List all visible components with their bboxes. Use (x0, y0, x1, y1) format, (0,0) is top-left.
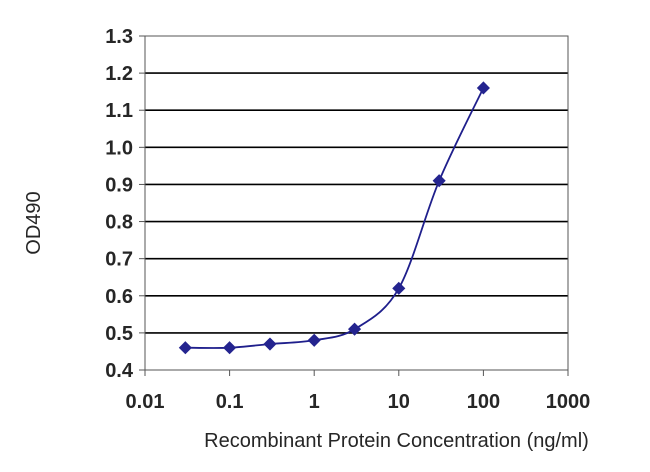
y-tick-label: 0.7 (105, 249, 133, 271)
data-point-marker (476, 81, 490, 95)
data-point-marker (223, 341, 237, 355)
y-tick-label: 0.5 (105, 323, 133, 345)
x-tick-label: 1000 (546, 391, 591, 413)
y-tick-label: 0.9 (105, 174, 133, 196)
y-axis-label: OD490 (23, 191, 45, 254)
y-tick-label: 1.2 (105, 63, 133, 85)
x-axis-label: Recombinant Protein Concentration (ng/ml… (204, 430, 589, 452)
y-tick-label: 0.4 (105, 360, 134, 382)
y-tick-label: 1.1 (105, 100, 133, 122)
x-tick-label: 100 (467, 391, 500, 413)
y-tick-label: 1.0 (105, 137, 133, 159)
data-point-marker (307, 333, 321, 347)
series-layer (178, 81, 490, 355)
x-tick-label: 0.1 (216, 391, 244, 413)
x-tick-label: 10 (388, 391, 410, 413)
x-tick-label: 0.01 (126, 391, 165, 413)
data-point-marker (432, 174, 446, 188)
x-tick-label: 1 (309, 391, 320, 413)
plot-area-frame (144, 35, 569, 371)
x-axis-ticks: 0.01 0.1 1 10 100 1000 (126, 370, 591, 413)
data-point-marker (347, 322, 362, 336)
y-tick-label: 0.8 (105, 212, 133, 234)
y-axis-ticks: 0.4 0.5 0.6 0.7 0.8 0.9 1.0 1.1 1.2 1.3 (105, 26, 145, 382)
data-point-marker (392, 281, 406, 295)
gridlines (145, 72, 568, 334)
data-point-marker (263, 337, 277, 351)
series-line (185, 87, 485, 349)
y-tick-label: 1.3 (105, 26, 133, 48)
data-point-marker (178, 341, 192, 355)
y-tick-label: 0.6 (105, 286, 133, 308)
